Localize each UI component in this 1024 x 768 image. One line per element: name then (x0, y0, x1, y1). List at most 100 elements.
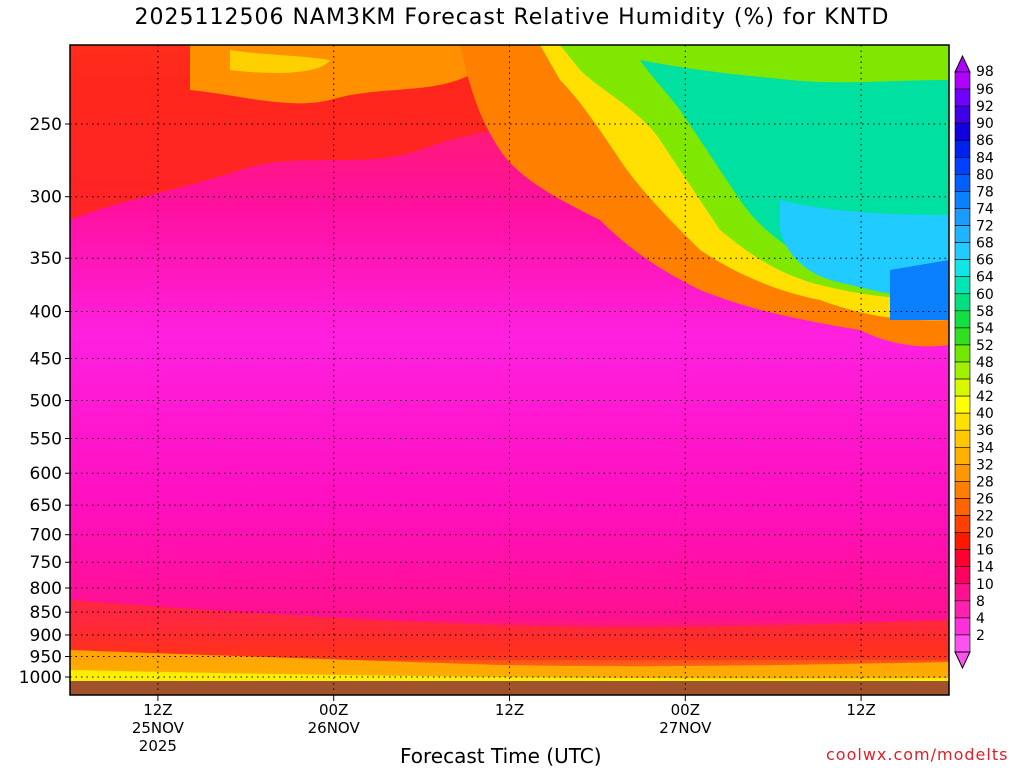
y-tick-label: 400 (30, 302, 62, 322)
y-tick-label: 650 (30, 496, 62, 516)
colorbar-swatch (954, 378, 971, 397)
y-tick-label: 950 (30, 648, 62, 668)
colorbar-label: 32 (976, 457, 994, 473)
colorbar-label: 84 (976, 150, 994, 166)
colorbar-label: 28 (976, 474, 994, 490)
colorbar-swatch (954, 88, 971, 107)
colorbar-swatch (954, 498, 971, 516)
colorbar-label: 40 (976, 406, 994, 422)
colorbar-swatch (954, 617, 971, 636)
colorbar-label: 66 (976, 253, 994, 269)
y-tick-label: 300 (30, 188, 62, 208)
colorbar-label: 14 (976, 560, 994, 576)
y-tick-label: 700 (30, 526, 62, 546)
colorbar-swatch (954, 276, 971, 295)
colorbar-swatch (954, 156, 971, 175)
colorbar-swatch (954, 515, 971, 533)
colorbar-swatch (954, 634, 971, 653)
colorbar: 9896929086848078747268666460585452484642… (954, 54, 994, 670)
chart-title: 2025112506 NAM3KM Forecast Relative Humi… (134, 5, 890, 30)
x-tick-date: 26NOV (308, 719, 361, 737)
x-tick-time: 00Z (319, 701, 348, 719)
colorbar-label: 46 (976, 372, 994, 388)
y-axis: 250 300 350 400 450 500 550 600 650 700 750 800 850 9… (19, 115, 70, 688)
x-tick-time: 12Z (143, 701, 172, 719)
colorbar-label: 16 (976, 543, 994, 559)
colorbar-swatch (954, 361, 971, 380)
colorbar-label: 20 (976, 526, 994, 542)
colorbar-swatch (954, 242, 971, 260)
colorbar-label: 98 (976, 64, 994, 80)
y-tick-label: 850 (30, 603, 62, 623)
colorbar-swatch (954, 395, 971, 414)
y-tick-label: 450 (30, 349, 62, 369)
colorbar-label: 86 (976, 133, 994, 149)
colorbar-label: 4 (976, 611, 985, 627)
colorbar-label: 48 (976, 355, 994, 371)
colorbar-label: 54 (976, 321, 994, 337)
x-tick-time: 12Z (495, 701, 524, 719)
y-tick-label: 750 (30, 553, 62, 573)
y-tick-label: 1000 (19, 668, 62, 688)
x-tick-date: 27NOV (659, 719, 712, 737)
colorbar-swatch (954, 412, 971, 431)
y-tick-label: 550 (30, 430, 62, 450)
colorbar-label: 74 (976, 201, 994, 217)
colorbar-label: 96 (976, 82, 994, 98)
colorbar-label: 34 (976, 440, 994, 456)
colorbar-label: 10 (976, 577, 994, 593)
colorbar-swatch (954, 293, 971, 312)
colorbar-label: 78 (976, 184, 994, 200)
y-tick-label: 500 (30, 392, 62, 412)
colorbar-swatch (954, 481, 971, 499)
colorbar-max-arrow (954, 54, 971, 73)
colorbar-swatch (954, 225, 971, 243)
colorbar-label: 92 (976, 99, 994, 115)
colorbar-swatch (954, 139, 971, 158)
credit-link[interactable]: coolwx.com/modelts (826, 745, 1009, 764)
colorbar-label: 22 (976, 509, 994, 525)
colorbar-swatch (954, 259, 971, 278)
colorbar-label: 68 (976, 236, 994, 252)
colorbar-swatch (954, 446, 971, 465)
colorbar-swatch (954, 327, 971, 346)
colorbar-label: 52 (976, 338, 994, 354)
x-axis-label: Forecast Time (UTC) (400, 744, 602, 768)
colorbar-min-arrow (954, 651, 971, 670)
x-tick-year: 2025 (139, 737, 177, 755)
colorbar-label: 8 (976, 594, 985, 610)
colorbar-swatch (954, 344, 971, 363)
colorbar-swatch (954, 310, 971, 329)
colorbar-label: 80 (976, 167, 994, 183)
colorbar-label: 42 (976, 389, 994, 405)
x-gridlines (157, 45, 862, 695)
colorbar-swatch (954, 532, 971, 550)
colorbar-label: 72 (976, 219, 994, 235)
colorbar-label: 26 (976, 491, 994, 507)
colorbar-swatch (954, 191, 971, 209)
colorbar-label: 36 (976, 423, 994, 439)
colorbar-swatch (954, 583, 971, 602)
x-tick-time: 00Z (671, 701, 700, 719)
colorbar-label: 60 (976, 287, 994, 303)
y-tick-label: 350 (30, 249, 62, 269)
colorbar-label: 58 (976, 304, 994, 320)
colorbar-swatch (954, 174, 971, 192)
y-gridlines (70, 123, 949, 678)
y-tick-label: 900 (30, 626, 62, 646)
colorbar-swatch (954, 122, 971, 141)
x-tick-date: 25NOV (132, 719, 185, 737)
colorbar-swatch (954, 429, 971, 448)
y-tick-label: 600 (30, 464, 62, 484)
colorbar-swatch (954, 105, 971, 124)
colorbar-swatch (954, 549, 971, 568)
colorbar-label: 2 (976, 628, 985, 644)
colorbar-swatch (954, 208, 971, 226)
colorbar-label: 90 (976, 116, 994, 132)
y-tick-label: 800 (30, 579, 62, 599)
colorbar-swatch (954, 464, 971, 482)
x-tick-time: 12Z (846, 701, 875, 719)
colorbar-swatch (954, 71, 971, 90)
